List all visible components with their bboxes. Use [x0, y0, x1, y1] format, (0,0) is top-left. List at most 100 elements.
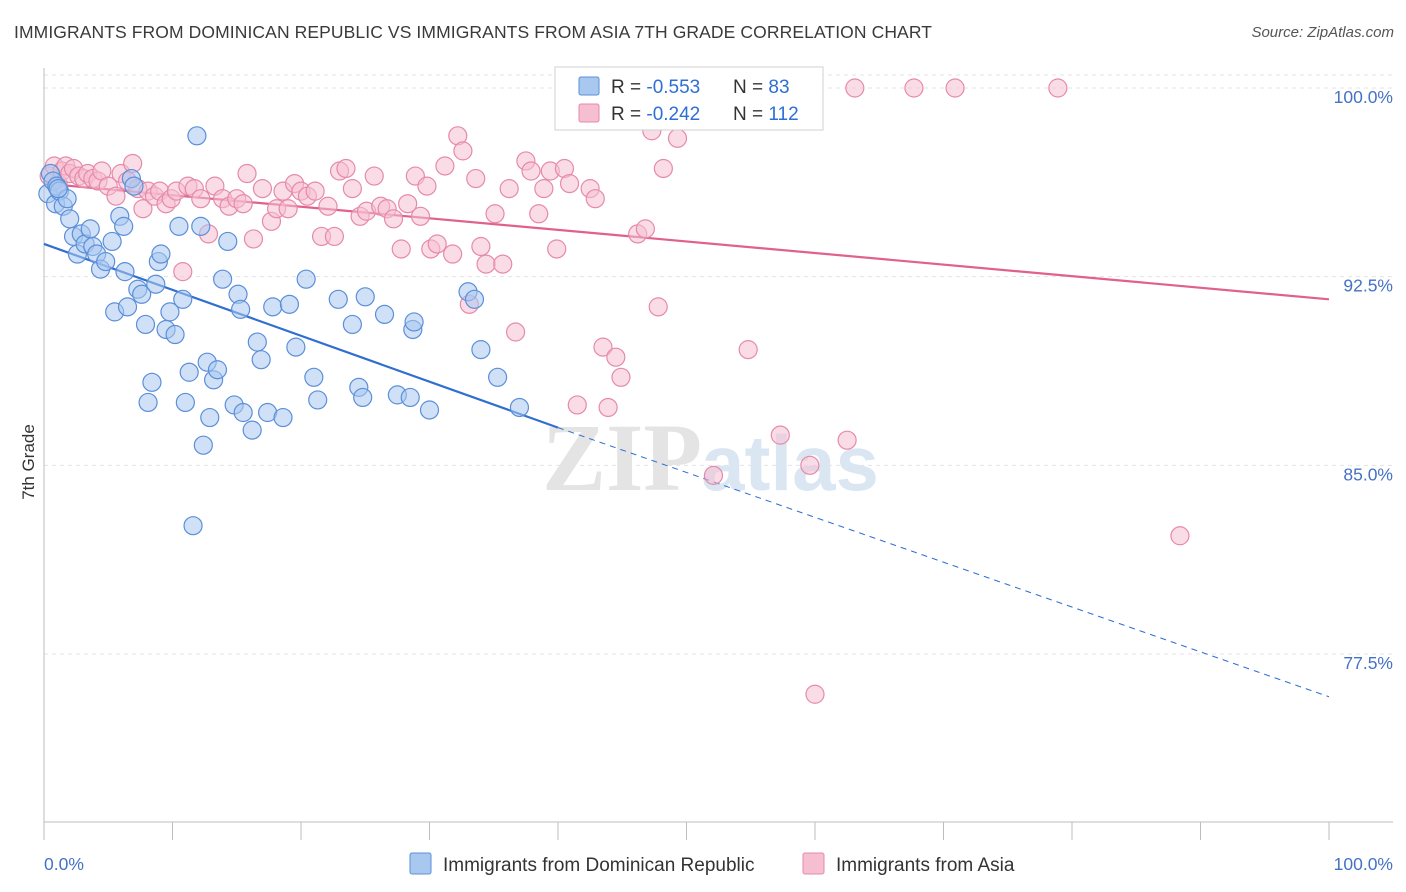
dominican-point-54 — [233, 402, 253, 423]
dominican-point-29 — [138, 392, 158, 413]
asia-point-110 — [1048, 78, 1068, 98]
asia-point-107 — [845, 78, 865, 98]
dominican-point-79 — [471, 340, 491, 360]
asia-point-62 — [410, 206, 431, 226]
asia-point-105 — [805, 684, 825, 704]
asia-point-91 — [606, 347, 626, 367]
bottom-legend-label-dominican: Immigrants from Dominican Republic — [443, 855, 755, 876]
dominican-point-23 — [117, 297, 138, 317]
bottom-legend-swatch-dominican — [409, 852, 432, 875]
series-asia-points — [39, 78, 1190, 704]
asia-point-60 — [398, 194, 418, 214]
dominican-point-33 — [151, 244, 171, 264]
asia-point-58 — [383, 209, 404, 229]
asia-point-36 — [237, 163, 257, 184]
dominican-point-13 — [80, 219, 100, 239]
asia-point-108 — [904, 78, 924, 98]
dominican-point-43 — [191, 216, 211, 236]
y-tick-label-3: 100.0% — [1334, 87, 1393, 107]
legend-box-frame — [554, 66, 824, 131]
asia-point-79 — [521, 161, 541, 181]
asia-point-92 — [611, 367, 631, 387]
legend-row-2-n: N = 112 — [733, 104, 799, 125]
dominican-point-46 — [200, 407, 220, 428]
asia-point-71 — [466, 168, 486, 189]
asia-point-67 — [443, 244, 463, 264]
asia-point-26 — [173, 262, 193, 282]
dominican-point-27 — [132, 284, 152, 304]
asia-point-38 — [252, 179, 273, 199]
asia-point-52 — [342, 179, 362, 199]
bottom-legend: Immigrants from Dominican Republic Immig… — [409, 852, 1015, 876]
dominican-point-22 — [115, 262, 135, 282]
dominican-point-35 — [160, 302, 180, 322]
dominican-point-44 — [193, 435, 213, 455]
dominican-point-31 — [146, 274, 166, 294]
legend-swatch-blue — [578, 76, 600, 96]
asia-point-90 — [598, 397, 618, 418]
bottom-legend-label-asia: Immigrants from Asia — [836, 855, 1015, 876]
dominican-point-18 — [102, 231, 122, 252]
dominican-point-56 — [247, 332, 267, 352]
dominican-point-64 — [304, 367, 324, 387]
dominican-point-57 — [251, 350, 271, 370]
dominican-point-50 — [218, 231, 238, 252]
dominican-point-48 — [207, 360, 228, 380]
watermark-zip: ZIP — [542, 404, 702, 511]
dominican-point-36 — [165, 324, 185, 345]
asia-point-81 — [534, 179, 554, 199]
dominican-point-39 — [175, 392, 195, 413]
trend-line-dominican-extension — [557, 427, 1330, 698]
dominican-point-65 — [308, 390, 328, 410]
asia-point-102 — [738, 340, 758, 360]
asia-point-42 — [278, 199, 298, 219]
asia-point-100 — [703, 465, 724, 485]
legend-n-label-1: N = — [733, 77, 768, 98]
dominican-point-66 — [328, 289, 348, 309]
asia-point-99 — [667, 128, 688, 148]
asia-point-72 — [471, 236, 491, 257]
asia-point-66 — [435, 156, 455, 176]
asia-point-48 — [318, 196, 338, 216]
asia-point-49 — [324, 226, 345, 247]
asia-point-86 — [567, 395, 587, 415]
dominican-point-75 — [404, 312, 424, 332]
asia-point-69 — [453, 141, 473, 161]
asia-point-46 — [305, 181, 325, 201]
asia-point-76 — [499, 179, 519, 199]
legend-r-label-2: R = — [611, 104, 646, 125]
asia-point-73 — [476, 254, 496, 274]
dominican-point-69 — [355, 287, 375, 307]
y-tick-label-1: 85.0% — [1343, 464, 1393, 484]
source-label: Source: ZipAtlas.com — [1251, 24, 1394, 41]
asia-point-63 — [417, 176, 437, 196]
dominican-point-61 — [279, 294, 300, 314]
dominican-point-21 — [114, 216, 134, 236]
y-axis-label: 7th Grade — [19, 424, 38, 500]
dominican-point-8 — [60, 209, 80, 229]
asia-point-74 — [485, 204, 505, 224]
dominican-point-41 — [183, 516, 203, 536]
asia-point-65 — [427, 234, 447, 254]
asia-point-51 — [336, 158, 356, 179]
asia-point-77 — [505, 322, 526, 342]
asia-point-106 — [837, 430, 857, 450]
dominican-point-30 — [142, 372, 162, 392]
asia-point-80 — [529, 204, 549, 224]
dominican-point-70 — [342, 314, 362, 335]
legend-n-value-2: 112 — [768, 104, 798, 125]
y-tick-label-2: 92.5% — [1343, 276, 1393, 296]
legend-row-2: R = -0.242 — [611, 104, 700, 125]
asia-point-75 — [493, 254, 513, 274]
asia-point-98 — [653, 158, 673, 179]
dominican-point-37 — [169, 216, 189, 236]
grid-lines — [44, 74, 1393, 655]
dominican-point-82 — [48, 179, 68, 199]
asia-point-109 — [945, 78, 965, 98]
asia-point-19 — [133, 199, 153, 219]
dominican-point-53 — [231, 299, 251, 319]
dominican-point-81 — [509, 397, 530, 418]
asia-point-37 — [243, 229, 264, 249]
dominican-point-60 — [273, 407, 293, 428]
